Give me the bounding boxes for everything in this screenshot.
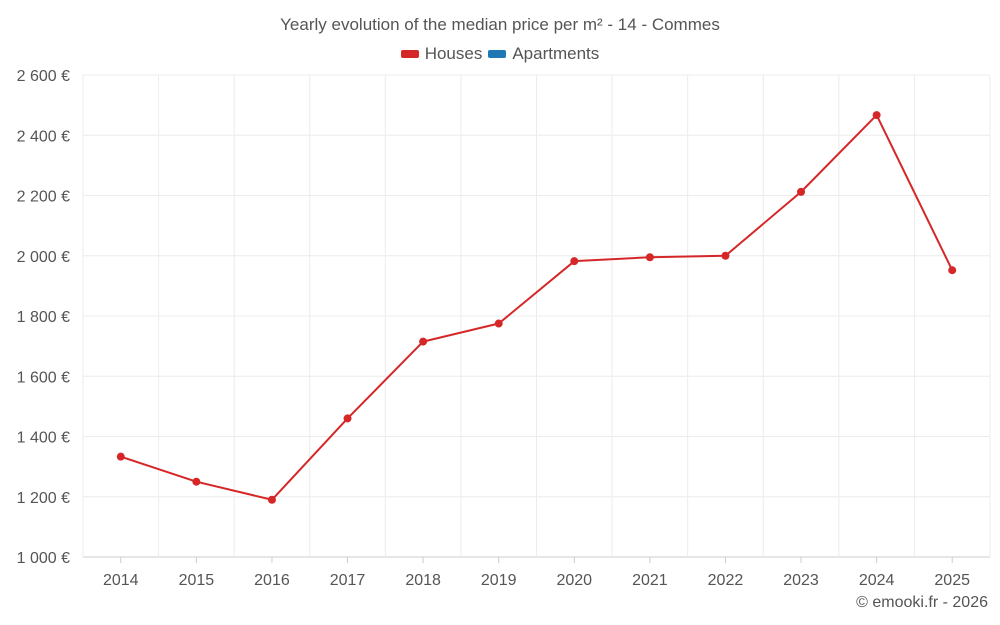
x-tick-label: 2016 — [254, 572, 290, 589]
chart-legend: Houses Apartments — [0, 44, 1000, 64]
data-point — [419, 337, 428, 346]
legend-label-houses: Houses — [424, 44, 483, 63]
x-tick-label: 2018 — [405, 572, 441, 589]
legend-item-apartments[interactable]: Apartments — [488, 44, 599, 64]
data-point — [948, 266, 957, 275]
y-tick-label: 1 800 € — [17, 309, 70, 326]
x-tick-label: 2014 — [103, 572, 139, 589]
x-tick-label: 2015 — [179, 572, 215, 589]
credit-text: © emooki.fr - 2026 — [856, 594, 988, 611]
data-point — [721, 251, 730, 260]
x-tick-label: 2025 — [934, 572, 970, 589]
data-point — [267, 495, 276, 504]
y-tick-label: 2 000 € — [17, 249, 70, 266]
x-tick-label: 2021 — [632, 572, 668, 589]
y-tick-label: 1 000 € — [17, 550, 70, 567]
data-point — [570, 257, 579, 266]
x-tick-label: 2022 — [708, 572, 744, 589]
data-point — [872, 111, 881, 120]
x-tick-label: 2023 — [783, 572, 819, 589]
data-point — [797, 187, 806, 196]
y-tick-label: 1 400 € — [17, 430, 70, 447]
x-tick-label: 2017 — [330, 572, 366, 589]
y-tick-label: 1 200 € — [17, 490, 70, 507]
x-tick-label: 2019 — [481, 572, 517, 589]
x-tick-label: 2020 — [556, 572, 592, 589]
x-tick-label: 2024 — [859, 572, 895, 589]
y-tick-label: 2 200 € — [17, 189, 70, 206]
data-point — [192, 477, 201, 486]
series-line-houses — [120, 114, 954, 501]
y-tick-label: 2 400 € — [17, 128, 70, 145]
y-tick-label: 2 600 € — [17, 68, 70, 85]
data-point — [343, 414, 352, 423]
legend-label-apartments: Apartments — [512, 44, 600, 63]
chart-title: Yearly evolution of the median price per… — [280, 15, 720, 34]
legend-swatch-houses — [400, 50, 419, 58]
data-point — [645, 253, 654, 262]
data-point — [116, 452, 125, 461]
legend-item-houses[interactable]: Houses — [400, 44, 483, 64]
legend-swatch-apartments — [488, 50, 507, 58]
y-tick-label: 1 600 € — [17, 369, 70, 386]
data-point — [494, 319, 503, 328]
